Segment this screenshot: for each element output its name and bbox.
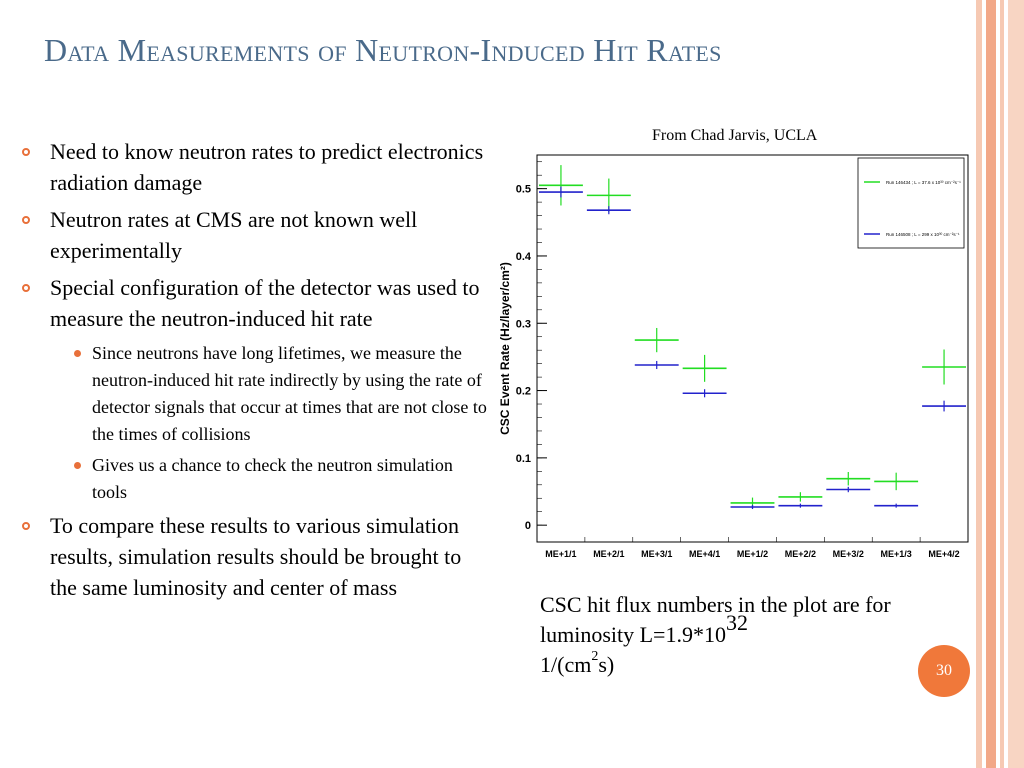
- legend-label: Run 146434 ; L = 37.6 x 10³⁰ cm⁻²s⁻¹: [886, 180, 961, 185]
- x-tick-label: ME+3/2: [833, 549, 864, 559]
- bullet-item: Need to know neutron rates to predict el…: [22, 136, 492, 198]
- bullet-text: Neutron rates at CMS are not known well …: [50, 207, 418, 263]
- bullet-dot-icon: [74, 350, 81, 357]
- x-tick-label: ME+1/3: [881, 549, 912, 559]
- caption-exponent: 32: [725, 610, 748, 635]
- y-tick-label: 0.2: [516, 386, 531, 398]
- bullet-text: Special configuration of the detector wa…: [50, 275, 480, 331]
- bullet-text: To compare these results to various simu…: [50, 513, 462, 600]
- y-axis-title: CSC Event Rate (Hz/layer/cm²): [498, 262, 512, 435]
- x-tick-label: ME+2/2: [785, 549, 816, 559]
- x-tick-label: ME+1/2: [737, 549, 768, 559]
- y-tick-label: 0: [525, 520, 531, 532]
- y-tick-label: 0.4: [516, 251, 532, 263]
- event-rate-chart: 0 0.1 0.2 0.3 0.4 0.5 CSC Event Rate (Hz/layer…: [498, 154, 969, 559]
- y-tick-label: 0.3: [516, 318, 531, 330]
- bullet-ring-icon: [22, 148, 30, 156]
- legend-label: Run 146508 ; L = 299 x 10³⁰ cm⁻²s⁻¹: [886, 232, 960, 237]
- x-tick-label: ME+2/1: [593, 549, 624, 559]
- y-tick-label: 0.5: [516, 184, 531, 196]
- bullet-ring-icon: [22, 216, 30, 224]
- sub-bullet-item: Since neutrons have long lifetimes, we m…: [22, 340, 492, 448]
- bullet-dot-icon: [74, 462, 81, 469]
- caption-unit-end: s): [598, 652, 615, 677]
- bullet-item: Neutron rates at CMS are not known well …: [22, 204, 492, 266]
- slide-title: Data Measurements of Neutron-Induced Hit…: [44, 32, 722, 68]
- sub-bullet-text: Gives us a chance to check the neutron s…: [92, 455, 453, 502]
- page-number-badge: 30: [918, 645, 970, 697]
- y-tick-label: 0.1: [516, 453, 531, 465]
- x-tick-label: ME+3/1: [641, 549, 672, 559]
- legend-box: [857, 157, 965, 249]
- bullet-text: Need to know neutron rates to predict el…: [50, 139, 484, 195]
- sub-bullet-text: Since neutrons have long lifetimes, we m…: [92, 343, 487, 444]
- bullet-ring-icon: [22, 284, 30, 292]
- caption-text: CSC hit flux numbers in the plot are for…: [540, 592, 891, 647]
- sub-bullet-item: Gives us a chance to check the neutron s…: [22, 452, 492, 506]
- decorative-stripes: [976, 0, 1024, 768]
- x-tick-label: ME+1/1: [545, 549, 576, 559]
- bullet-item: Special configuration of the detector wa…: [22, 272, 492, 334]
- chart-caption: CSC hit flux numbers in the plot are for…: [540, 590, 940, 680]
- x-tick-label: ME+4/2: [928, 549, 959, 559]
- caption-unit-sup: 2: [591, 649, 599, 664]
- bullet-list: Need to know neutron rates to predict el…: [22, 136, 492, 609]
- chart-credit: From Chad Jarvis, UCLA: [652, 127, 818, 144]
- caption-unit: 1/(cm: [540, 652, 592, 677]
- bullet-ring-icon: [22, 522, 30, 530]
- bullet-item: To compare these results to various simu…: [22, 510, 492, 603]
- x-tick-label: ME+4/1: [689, 549, 720, 559]
